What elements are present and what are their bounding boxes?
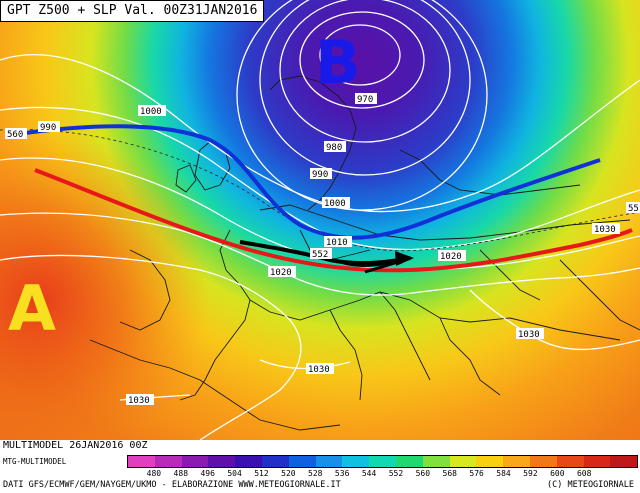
colorbar-tick-label: 504 xyxy=(227,469,242,478)
colorbar-tick-label: 600 xyxy=(550,469,565,478)
colorbar-swatch xyxy=(369,456,396,467)
isobar-label: 1010 xyxy=(326,238,348,248)
colorbar-tick-label: 528 xyxy=(308,469,323,478)
geopotential-label: 55 xyxy=(628,204,639,214)
low-pressure-label: B xyxy=(315,28,361,98)
model-run-label: MULTIMODEL 26JAN2016 00Z xyxy=(3,440,148,451)
colorbar-tick-label: 576 xyxy=(469,469,484,478)
colorbar-tick-label: 488 xyxy=(173,469,189,478)
colorbar-tick-label: 560 xyxy=(415,469,431,478)
credits-text: DATI GFS/ECMWF/GEM/NAYGEM/UKMO - ELABORA… xyxy=(3,480,341,490)
isobars xyxy=(0,0,640,440)
colorbar-swatch xyxy=(288,456,316,467)
dashed-geopotential-line xyxy=(0,129,640,252)
colorbar-swatch xyxy=(208,456,236,467)
colorbar-swatch xyxy=(128,456,155,467)
weather-map: B A 990 1000 970 980 990 1000 1010 1020 … xyxy=(0,0,640,440)
isobar-label: 990 xyxy=(40,123,56,133)
high-pressure-label: A xyxy=(8,272,56,345)
colorbar-swatch xyxy=(610,456,638,467)
isobar-label: 1030 xyxy=(594,225,616,235)
colorbar-tick-label: 584 xyxy=(496,469,511,478)
black-small-arrow xyxy=(364,260,399,274)
colorbar-swatch xyxy=(449,456,477,467)
coastlines xyxy=(89,75,640,431)
geopotential-label: 552 xyxy=(312,250,328,260)
arrow-head xyxy=(395,251,414,266)
isobar-label: 990 xyxy=(312,170,328,180)
isobar-label: 980 xyxy=(326,143,342,153)
isobar-label: 1000 xyxy=(324,199,346,209)
isobar-label: 1030 xyxy=(308,365,330,375)
isobar-label: 1030 xyxy=(518,330,540,340)
colorbar-tick-label: 536 xyxy=(334,469,350,478)
colorbar-swatch xyxy=(181,456,209,467)
colorbar-swatch xyxy=(503,456,530,467)
colorbar-swatch xyxy=(154,456,182,467)
blue-trough-line xyxy=(9,124,601,240)
colorbar-tick-label: 608 xyxy=(576,469,592,478)
colorbar-swatch xyxy=(395,456,423,467)
colorbar-tick-label: 496 xyxy=(200,469,215,478)
colorbar-tick-label: 512 xyxy=(254,469,269,478)
isobar-label: 1000 xyxy=(140,107,162,117)
colorbar-tick-label: 592 xyxy=(523,469,538,478)
colorbar-swatch xyxy=(342,456,370,467)
colorbar-tick-label: 520 xyxy=(281,469,296,478)
colorbar-tick-label: 568 xyxy=(442,469,457,478)
map-title: GPT Z500 + SLP Val. 00Z31JAN2016 xyxy=(0,0,265,22)
colorbar-tick-label: 480 xyxy=(146,469,162,478)
copyright-text: (C) METEOGIORNALE xyxy=(547,480,634,490)
isobar-label: 1020 xyxy=(440,252,462,262)
geopotential-label: 560 xyxy=(7,130,23,140)
colorbar-swatch xyxy=(476,456,504,467)
isobar-label: 1020 xyxy=(270,268,292,278)
isobar-label: 970 xyxy=(357,95,373,105)
colorbar-swatch xyxy=(261,456,289,467)
model-sub-label: MTG-MULTIMODEL xyxy=(3,457,67,466)
colorbar-swatch xyxy=(583,456,611,467)
colorbar-swatch xyxy=(529,456,557,467)
colorbar-swatch xyxy=(235,456,262,467)
high-pressure-field xyxy=(0,120,320,440)
colorbar-swatch xyxy=(315,456,343,467)
colorbar-swatch xyxy=(556,456,584,467)
colorbar-swatch xyxy=(422,456,450,467)
colorbar xyxy=(127,455,638,468)
isobar-label: 1030 xyxy=(128,396,150,406)
colorbar-tick-label: 544 xyxy=(361,469,377,478)
contour-labels: 990 1000 970 980 990 1000 1010 1020 1020… xyxy=(5,93,640,406)
colorbar-tick-label: 552 xyxy=(388,469,404,478)
colorbar-labels: 480 488 496 504 512 520 528 536 544 552 560 568 576 5… xyxy=(127,469,638,479)
